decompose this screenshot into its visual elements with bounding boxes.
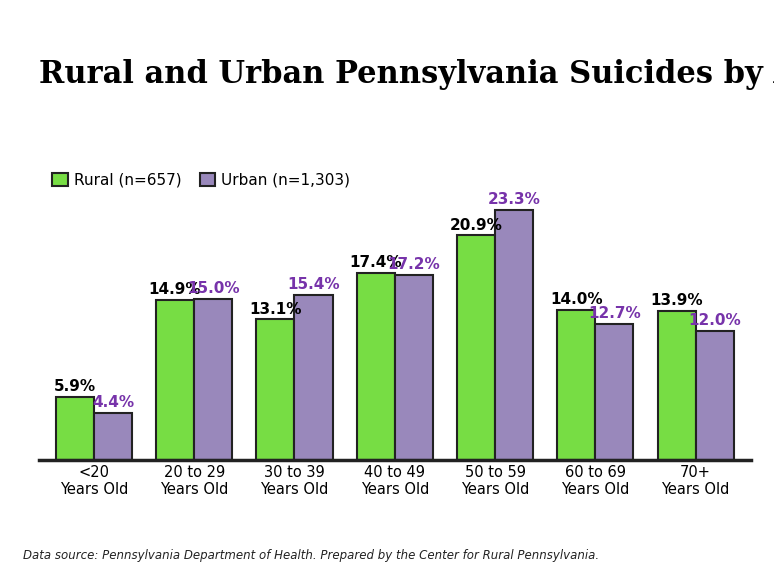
Bar xyxy=(395,275,433,460)
Text: 15.0%: 15.0% xyxy=(187,281,239,296)
Bar xyxy=(194,299,232,460)
Text: 13.1%: 13.1% xyxy=(249,302,302,316)
Text: 4.4%: 4.4% xyxy=(92,395,134,410)
Bar xyxy=(595,324,633,460)
Text: Rural and Urban Pennsylvania Suicides by Age, 2016: Rural and Urban Pennsylvania Suicides by… xyxy=(39,59,774,90)
Bar xyxy=(294,295,333,460)
Text: 14.0%: 14.0% xyxy=(550,292,603,307)
Bar xyxy=(156,300,194,460)
Bar xyxy=(696,331,734,460)
Text: 13.9%: 13.9% xyxy=(650,293,703,308)
Bar xyxy=(457,235,495,460)
Text: 12.0%: 12.0% xyxy=(688,314,741,328)
Text: 23.3%: 23.3% xyxy=(488,192,540,207)
Text: 14.9%: 14.9% xyxy=(149,282,201,297)
Text: 17.2%: 17.2% xyxy=(388,257,440,273)
Text: 12.7%: 12.7% xyxy=(588,306,641,321)
Legend: Rural (n=657), Urban (n=1,303): Rural (n=657), Urban (n=1,303) xyxy=(46,166,356,194)
Bar xyxy=(56,396,94,460)
Bar xyxy=(256,319,294,460)
Text: 20.9%: 20.9% xyxy=(450,218,502,233)
Text: 5.9%: 5.9% xyxy=(53,379,96,394)
Text: Data source: Pennsylvania Department of Health. Prepared by the Center for Rural: Data source: Pennsylvania Department of … xyxy=(23,549,599,562)
Text: 15.4%: 15.4% xyxy=(287,277,340,292)
Bar xyxy=(357,273,395,460)
Bar xyxy=(557,310,595,460)
Bar xyxy=(94,413,132,460)
Bar xyxy=(657,311,696,460)
Bar xyxy=(495,210,533,460)
Text: 17.4%: 17.4% xyxy=(349,256,402,270)
